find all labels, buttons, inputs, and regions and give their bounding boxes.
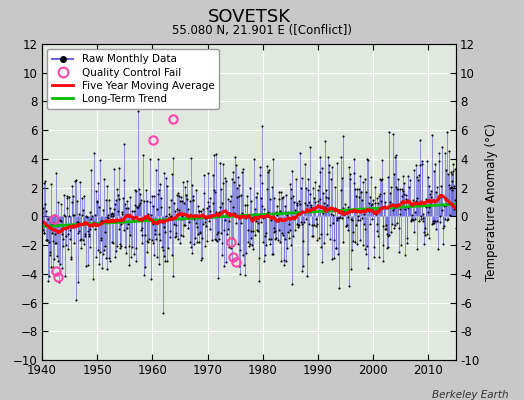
Title: SOVETSK: SOVETSK <box>208 8 290 26</box>
Text: 55.080 N, 21.901 E ([Conflict]): 55.080 N, 21.901 E ([Conflict]) <box>172 24 352 37</box>
Legend: Raw Monthly Data, Quality Control Fail, Five Year Moving Average, Long-Term Tren: Raw Monthly Data, Quality Control Fail, … <box>47 49 220 109</box>
Y-axis label: Temperature Anomaly (°C): Temperature Anomaly (°C) <box>485 123 498 281</box>
Text: Berkeley Earth: Berkeley Earth <box>432 390 508 400</box>
